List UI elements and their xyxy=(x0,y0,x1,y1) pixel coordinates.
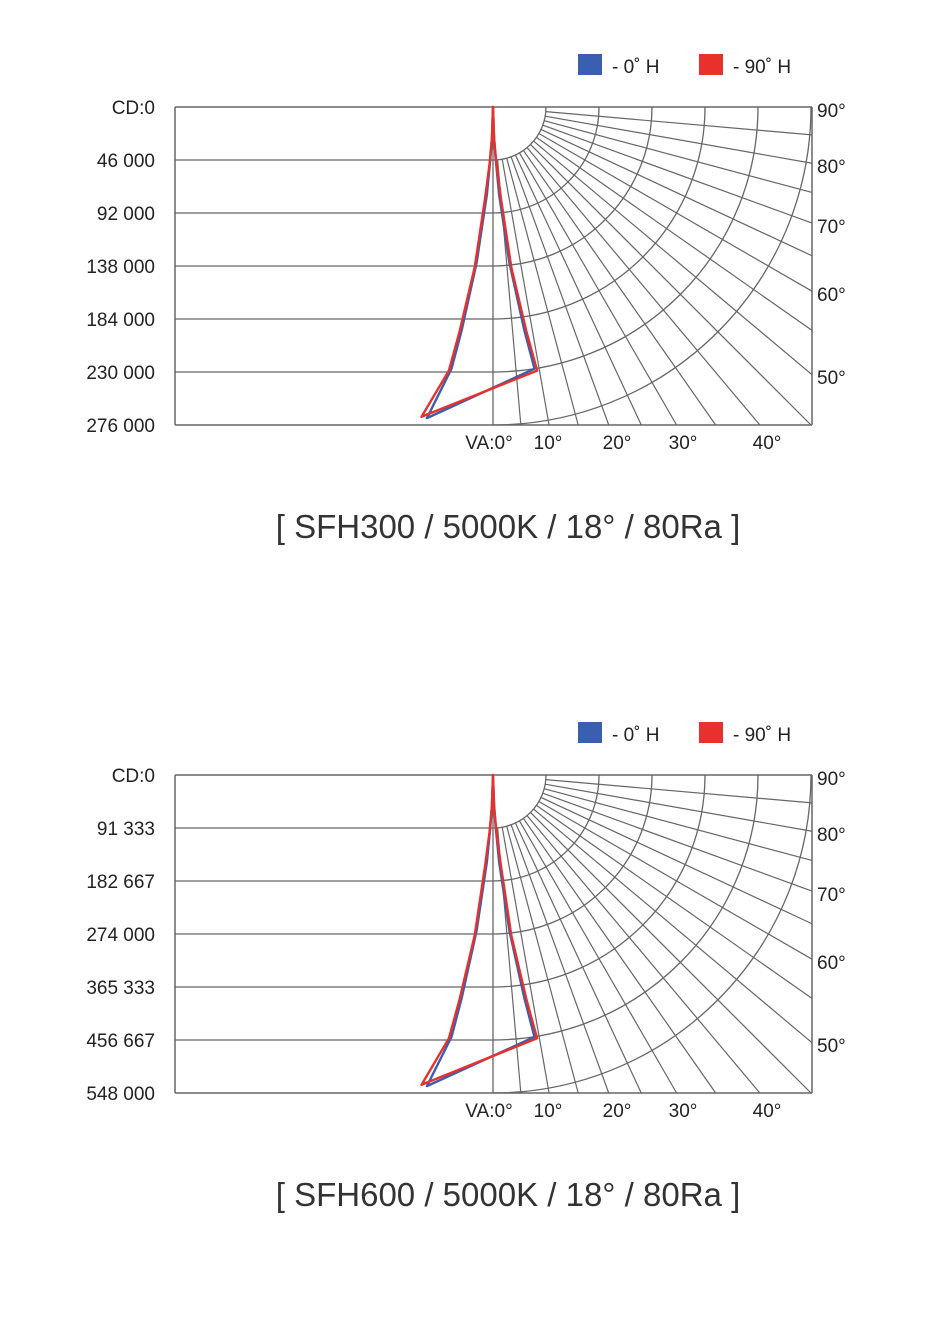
angle-tick-label: 10° xyxy=(534,433,563,454)
grid-radial xyxy=(522,818,717,1094)
grid-radial xyxy=(538,132,813,292)
angle-tick-label: 10° xyxy=(534,1101,563,1122)
angle-tick-label: 80° xyxy=(817,157,846,178)
angle-tick-label: 40° xyxy=(753,1101,782,1122)
y-tick-label: 182 667 xyxy=(86,872,155,893)
legend-swatch xyxy=(578,54,602,75)
series-curve xyxy=(420,773,539,1086)
grid-radial xyxy=(518,820,678,1094)
angle-tick-label: 30° xyxy=(669,433,698,454)
series-curve xyxy=(420,105,539,418)
grid-radial xyxy=(526,147,761,426)
angle-tick-label: 80° xyxy=(817,825,846,846)
grid-radial xyxy=(510,824,610,1094)
legend-label: - 90˚ H xyxy=(733,57,791,78)
legend-swatch xyxy=(578,722,602,743)
legend-swatch xyxy=(699,54,723,75)
polar-chart-svg: - 0˚ H - 90˚ H CD:0 91 333 182 667 274 000 365… xyxy=(86,722,846,1122)
y-tick-label: CD:0 xyxy=(112,98,155,119)
y-tick-label: 230 000 xyxy=(86,363,155,384)
grid-radial xyxy=(540,796,813,925)
y-tick-label: 92 000 xyxy=(97,204,155,225)
grid-radial xyxy=(526,815,761,1094)
grid-radial xyxy=(536,804,813,999)
grid-radial xyxy=(522,150,717,426)
grid-radial xyxy=(530,812,812,1094)
grid-radial xyxy=(506,826,579,1094)
angle-tick-label: 30° xyxy=(669,1101,698,1122)
grid-radial xyxy=(544,788,813,862)
y-tick-label: 548 000 xyxy=(86,1084,155,1105)
y-tick-label: 456 667 xyxy=(86,1031,155,1052)
legend-label: - 90˚ H xyxy=(733,725,791,746)
y-tick-label: 91 333 xyxy=(97,819,155,840)
grid-radial xyxy=(501,827,550,1094)
grid-radial xyxy=(510,156,610,426)
angle-tick-label: 50° xyxy=(817,368,846,389)
grid-radial xyxy=(542,124,813,224)
angle-tick-label: VA:0° xyxy=(465,1101,512,1122)
y-tick-label: CD:0 xyxy=(112,766,155,787)
grid-radial xyxy=(545,783,813,832)
grid-radial xyxy=(545,779,813,804)
angle-tick-label: VA:0° xyxy=(465,433,512,454)
legend-label: - 0˚ H xyxy=(612,725,660,746)
grid-radial xyxy=(545,115,813,164)
chart-caption: [ SFH600 / 5000K / 18° / 80Ra ] xyxy=(275,1176,741,1213)
angle-tick-label: 70° xyxy=(817,217,846,238)
grid-radial xyxy=(536,136,813,331)
legend-swatch xyxy=(699,722,723,743)
grid-radial xyxy=(501,159,550,426)
chart-sfh300: - 0˚ H - 90˚ H CD:0 46 000 92 000 138 000 184 … xyxy=(0,0,950,560)
polar-chart-svg: - 0˚ H - 90˚ H CD:0 46 000 92 000 138 000 184 … xyxy=(86,54,846,454)
angle-tick-label: 90° xyxy=(817,769,846,790)
grid-radial xyxy=(538,800,813,960)
y-tick-label: 365 333 xyxy=(86,978,155,999)
grid-radial xyxy=(544,120,813,194)
angle-tick-label: 50° xyxy=(817,1036,846,1057)
angle-tick-label: 70° xyxy=(817,885,846,906)
grid-radial xyxy=(530,144,812,426)
chart-sfh600: - 0˚ H - 90˚ H CD:0 91 333 182 667 274 000 365… xyxy=(0,668,950,1228)
grid-radial xyxy=(545,111,813,136)
grid-radial xyxy=(540,128,813,257)
y-tick-label: 138 000 xyxy=(86,257,155,278)
angle-tick-label: 60° xyxy=(817,285,846,306)
angle-tick-label: 20° xyxy=(603,1101,632,1122)
grid-radial xyxy=(542,792,813,892)
y-tick-label: 46 000 xyxy=(97,151,155,172)
angle-tick-label: 60° xyxy=(817,953,846,974)
grid-radial xyxy=(506,158,579,426)
grid-radial xyxy=(533,140,813,376)
legend-label: - 0˚ H xyxy=(612,57,660,78)
angle-tick-label: 90° xyxy=(817,101,846,122)
grid-radial xyxy=(514,154,642,426)
grid-radial xyxy=(514,822,642,1094)
y-tick-label: 184 000 xyxy=(86,310,155,331)
chart-caption: [ SFH300 / 5000K / 18° / 80Ra ] xyxy=(275,508,741,545)
y-tick-label: 274 000 xyxy=(86,925,155,946)
grid-radial xyxy=(518,152,678,426)
grid-radial xyxy=(533,808,813,1044)
angle-tick-label: 40° xyxy=(753,433,782,454)
angle-tick-label: 20° xyxy=(603,433,632,454)
y-tick-label: 276 000 xyxy=(86,416,155,437)
